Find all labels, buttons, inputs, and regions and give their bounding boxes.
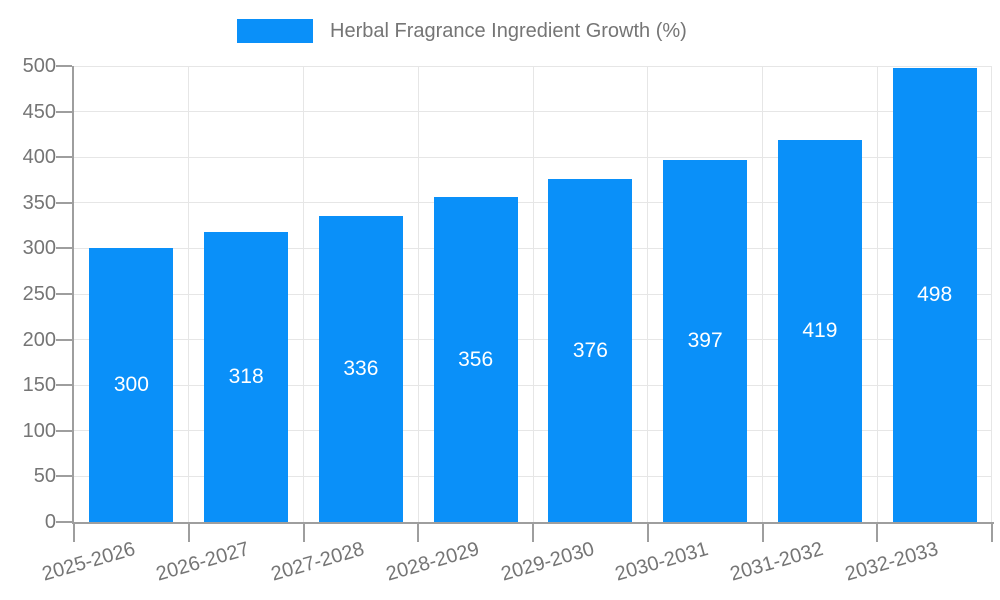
y-axis-tick xyxy=(56,338,72,341)
gridline-vertical xyxy=(990,66,992,522)
gridline-vertical xyxy=(762,66,763,522)
gridline-vertical xyxy=(303,66,304,522)
y-tick-label: 50 xyxy=(33,465,56,488)
x-axis-tick xyxy=(73,524,75,542)
x-axis-tick xyxy=(417,524,420,542)
y-tick-label: 350 xyxy=(22,191,56,214)
gridline-vertical xyxy=(876,66,878,522)
y-tick-label: 250 xyxy=(22,283,56,305)
y-axis-tick xyxy=(56,293,72,295)
plot-area: 300 318 336 356 376 397 419 498 xyxy=(74,65,992,522)
x-axis-tick xyxy=(761,524,764,542)
gridline-vertical xyxy=(647,66,649,522)
x-axis-tick xyxy=(876,524,879,542)
x-tick-label: 2027-2028 xyxy=(268,538,367,586)
x-axis-tick xyxy=(187,524,190,542)
bar[interactable] xyxy=(318,215,403,522)
y-axis-line xyxy=(72,66,74,524)
y-axis-tick xyxy=(56,475,72,478)
x-tick-label: 2031-2032 xyxy=(727,538,826,586)
x-axis-tick xyxy=(302,524,305,542)
bar[interactable] xyxy=(204,231,289,522)
y-axis-tick xyxy=(56,201,72,204)
y-tick-label: 0 xyxy=(44,511,56,533)
bar[interactable] xyxy=(433,197,518,522)
y-tick-label: 200 xyxy=(22,328,56,351)
y-axis-tick xyxy=(56,156,72,159)
y-tick-label: 450 xyxy=(22,100,56,123)
x-axis-tick xyxy=(991,524,993,542)
bar[interactable] xyxy=(777,139,862,522)
y-tick-label: 150 xyxy=(22,374,56,397)
bar[interactable] xyxy=(89,248,174,522)
x-axis-line xyxy=(72,522,994,524)
x-tick-label: 2028-2029 xyxy=(383,538,482,586)
y-axis-tick xyxy=(56,521,72,523)
y-axis-tick xyxy=(56,429,72,432)
legend-swatch xyxy=(237,19,313,43)
y-tick-label: 500 xyxy=(22,55,56,77)
gridline-vertical xyxy=(532,66,534,522)
x-tick-label: 2032-2033 xyxy=(842,538,941,586)
y-axis-tick xyxy=(56,65,72,67)
x-tick-label: 2030-2031 xyxy=(613,538,712,586)
y-tick-label: 100 xyxy=(22,419,56,442)
x-axis-tick xyxy=(646,524,649,542)
x-tick-label: 2025-2026 xyxy=(39,538,138,586)
y-tick-label: 400 xyxy=(22,146,56,169)
legend-label: Herbal Fragrance Ingredient Growth (%) xyxy=(330,20,687,42)
bar[interactable] xyxy=(548,179,633,522)
gridline-vertical xyxy=(188,66,190,522)
x-tick-label: 2029-2030 xyxy=(498,538,597,586)
x-axis-tick xyxy=(532,524,534,542)
x-tick-label: 2026-2027 xyxy=(154,538,253,586)
bar[interactable] xyxy=(663,159,748,522)
y-axis-tick xyxy=(56,110,72,113)
y-tick-label: 300 xyxy=(22,237,56,260)
bar[interactable] xyxy=(892,67,977,522)
gridline-vertical xyxy=(417,66,419,522)
legend-item[interactable]: Herbal Fragrance Ingredient Growth (%) xyxy=(237,19,687,43)
y-axis-tick xyxy=(56,247,72,250)
y-axis-tick xyxy=(56,384,72,387)
